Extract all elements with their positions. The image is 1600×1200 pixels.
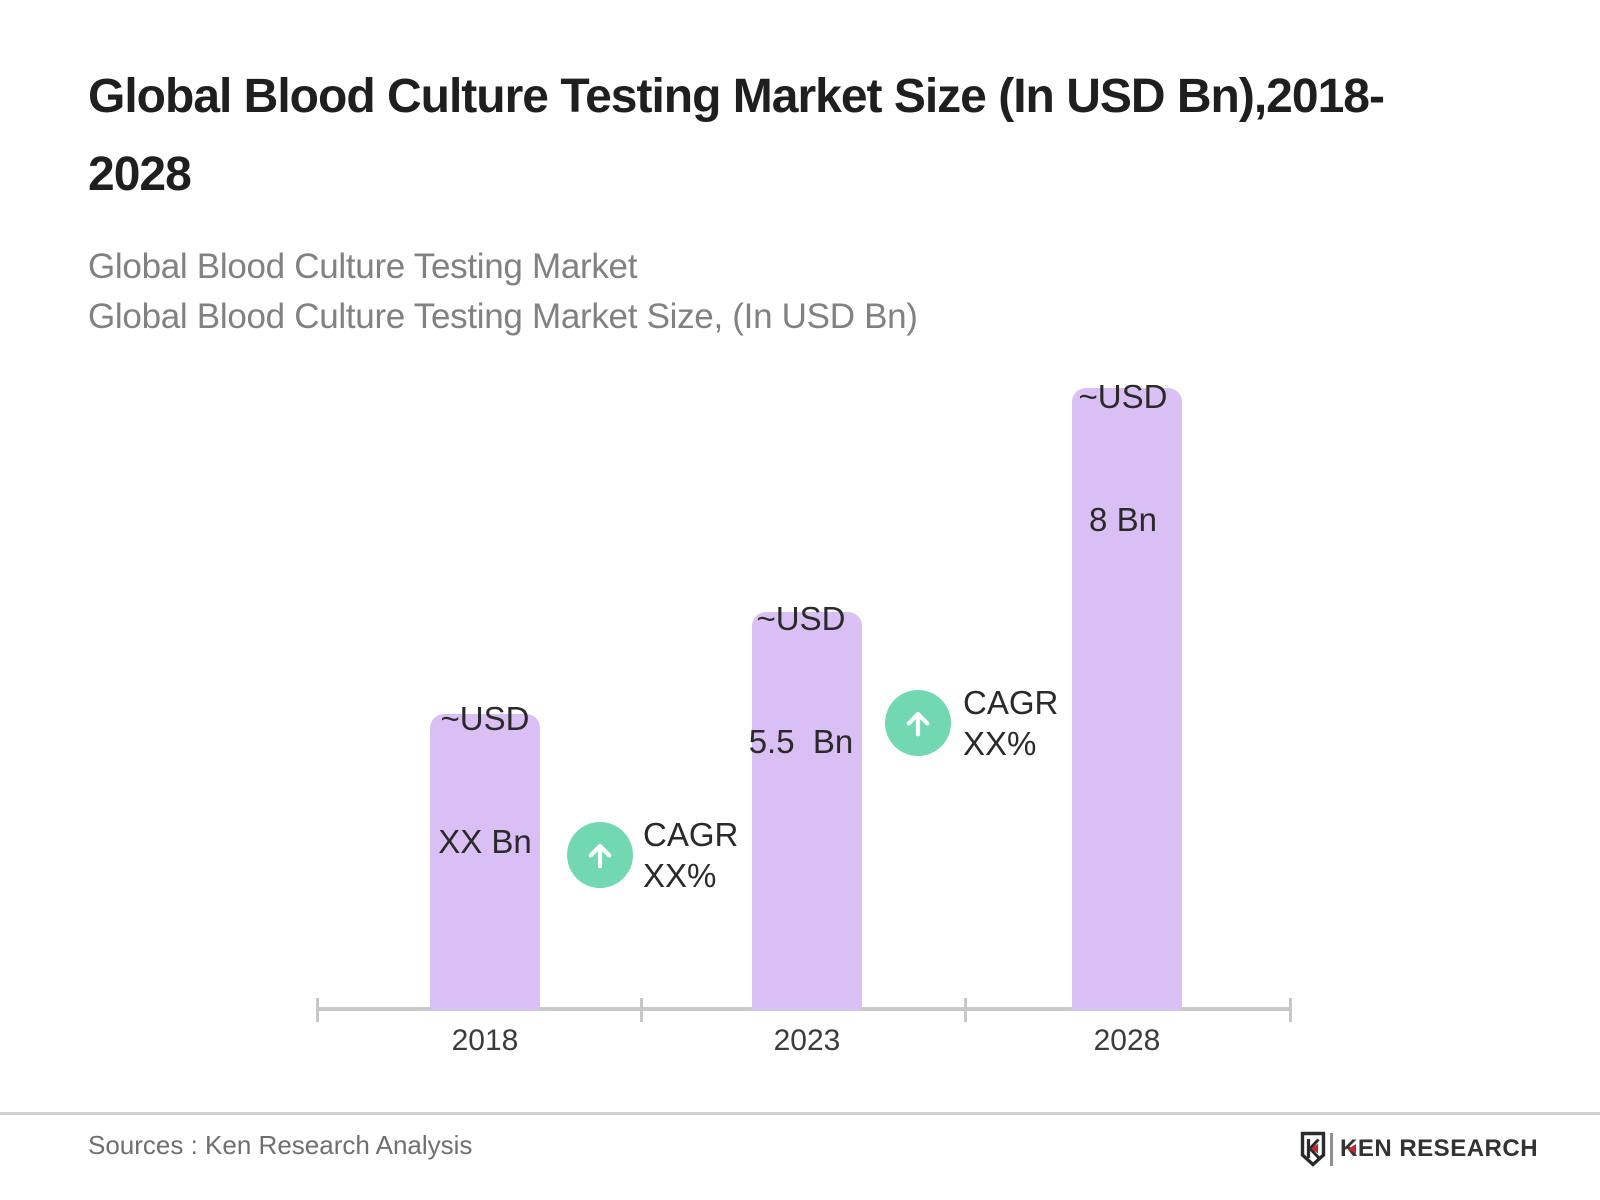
chart-subtitle: Global Blood Culture Testing Market Glob…	[88, 242, 918, 342]
page-title: Global Blood Culture Testing Market Size…	[88, 58, 1385, 214]
page-title-line1: Global Blood Culture Testing Market Size…	[88, 70, 1385, 123]
logo-brand-text: KEN RESEARCH	[1340, 1135, 1538, 1163]
footer-divider	[0, 1112, 1600, 1115]
bar-value-label-2018: ~USD XX Bn	[365, 616, 605, 944]
bar-2028	[1072, 388, 1182, 1010]
cagr-annotation: CAGR XX%	[643, 814, 738, 896]
bar-value-label-2028: ~USD 8 Bn	[1003, 294, 1243, 622]
x-axis-tick	[1289, 998, 1292, 1022]
bar-2018	[430, 714, 540, 1010]
up-arrow-circle-icon	[885, 690, 951, 756]
cagr-value: XX%	[643, 857, 717, 894]
logo-separator	[1330, 1132, 1333, 1166]
x-tick-label-2023: 2023	[773, 1024, 841, 1057]
ken-research-logo: KEN RESEARCH	[1300, 1130, 1538, 1168]
bar-value-label-line: XX Bn	[438, 823, 532, 860]
bar-value-label-line: 5.5 Bn	[748, 723, 854, 760]
sources-note: Sources : Ken Research Analysis	[88, 1130, 473, 1160]
cagr-value: XX%	[963, 725, 1037, 762]
logo-shield-icon	[1300, 1131, 1326, 1167]
cagr-annotation: CAGR XX%	[963, 682, 1058, 764]
bar-value-label-line: ~USD	[440, 700, 530, 737]
up-arrow-circle-icon	[567, 822, 633, 888]
x-tick-label-2028: 2028	[1093, 1024, 1161, 1057]
bar-value-label-2023: ~USD 5.5 Bn	[681, 516, 921, 844]
x-axis-tick	[640, 998, 643, 1022]
x-axis-tick	[964, 998, 967, 1022]
x-axis-tick	[316, 998, 319, 1022]
cagr-label: CAGR	[963, 684, 1059, 721]
bar-2023	[752, 612, 862, 1010]
bar-value-label-line: 8 Bn	[1089, 501, 1157, 538]
chart-subtitle-line2: Global Blood Culture Testing Market Size…	[88, 297, 918, 336]
page-title-line2: 2028	[88, 148, 192, 201]
logo-red-triangle-icon	[1348, 1144, 1356, 1154]
cagr-label: CAGR	[643, 816, 739, 853]
bar-value-label-line: ~USD	[756, 600, 846, 637]
bar-value-label-line: ~USD	[1078, 378, 1168, 415]
x-tick-label-2018: 2018	[451, 1024, 519, 1057]
logo-brand-label: KEN RESEARCH	[1340, 1135, 1539, 1162]
chart-subtitle-line1: Global Blood Culture Testing Market	[88, 247, 638, 286]
